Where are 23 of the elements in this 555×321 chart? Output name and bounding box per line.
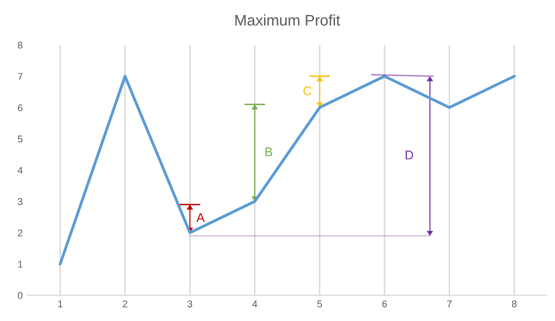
y-tick-label: 1 bbox=[18, 260, 22, 268]
annotation: B bbox=[266, 148, 272, 156]
chart-title: Maximum Profit bbox=[235, 14, 340, 26]
y-tick-label: 0 bbox=[18, 292, 23, 299]
y-tick-label: 8 bbox=[18, 42, 22, 49]
annotation: D bbox=[406, 150, 414, 160]
x-tick-label: 6 bbox=[382, 300, 387, 308]
y-tick-label: 5 bbox=[18, 136, 22, 142]
annotation: C bbox=[303, 86, 312, 96]
y-tick-label: 7 bbox=[18, 73, 22, 80]
x-tick-label: 7 bbox=[447, 300, 452, 308]
x-tick-label: 3 bbox=[188, 300, 192, 308]
y-tick-label: 6 bbox=[18, 104, 22, 112]
line-series bbox=[58, 74, 516, 266]
annotation: A bbox=[196, 213, 205, 222]
x-tick-label: 5 bbox=[317, 300, 322, 308]
y-tick-label: 4 bbox=[18, 166, 23, 174]
x-tick-label: 4 bbox=[252, 300, 258, 308]
x-tick-label: 8 bbox=[512, 300, 517, 308]
x-tick-label: 2 bbox=[122, 300, 128, 308]
y-tick-label: 3 bbox=[18, 198, 22, 206]
y-tick-label: 2 bbox=[18, 229, 22, 236]
x-tick-label: 1 bbox=[58, 300, 62, 308]
